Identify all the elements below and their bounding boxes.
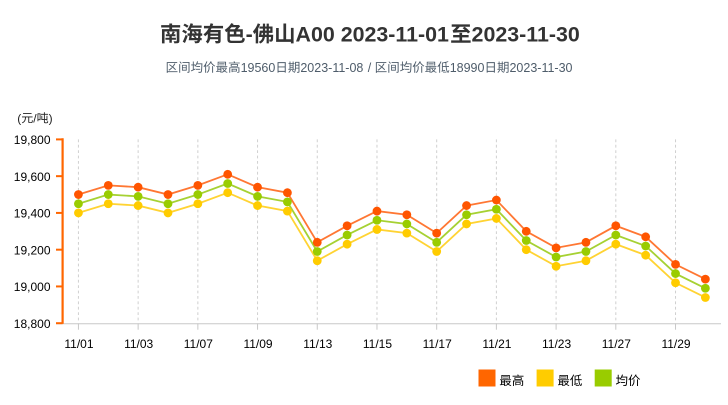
svg-text:11/29: 11/29 <box>661 337 690 351</box>
svg-text:11/07: 11/07 <box>184 337 213 351</box>
svg-text:19,800: 19,800 <box>14 133 51 147</box>
svg-text:2023-11-30: 2023-11-30 <box>509 61 572 75</box>
svg-text:(: ( <box>17 111 21 125</box>
svg-text:19,000: 19,000 <box>14 280 51 294</box>
svg-text:/: / <box>33 111 37 125</box>
svg-text:19,200: 19,200 <box>14 243 51 257</box>
svg-text:11/17: 11/17 <box>423 337 452 351</box>
svg-text:11/27: 11/27 <box>602 337 631 351</box>
svg-text:11/03: 11/03 <box>124 337 153 351</box>
svg-text:11/13: 11/13 <box>303 337 332 351</box>
svg-text:11/15: 11/15 <box>363 337 392 351</box>
svg-text:18990: 18990 <box>450 61 485 75</box>
svg-text:2023-11-30: 2023-11-30 <box>472 23 580 47</box>
svg-text:/: / <box>368 61 372 75</box>
svg-text:11/09: 11/09 <box>243 337 272 351</box>
svg-text:A00: A00 <box>296 23 335 47</box>
svg-text:18,800: 18,800 <box>14 317 51 331</box>
svg-text:-: - <box>246 23 253 47</box>
svg-text:11/01: 11/01 <box>64 337 93 351</box>
svg-text:11/21: 11/21 <box>482 337 511 351</box>
svg-text:2023-11-08: 2023-11-08 <box>300 61 363 75</box>
svg-text:19560: 19560 <box>241 61 276 75</box>
svg-text:11/23: 11/23 <box>542 337 571 351</box>
svg-text:): ) <box>49 111 53 125</box>
svg-text:19,400: 19,400 <box>14 207 51 221</box>
svg-text:19,600: 19,600 <box>14 170 51 184</box>
svg-text:2023-11-01: 2023-11-01 <box>341 23 449 47</box>
